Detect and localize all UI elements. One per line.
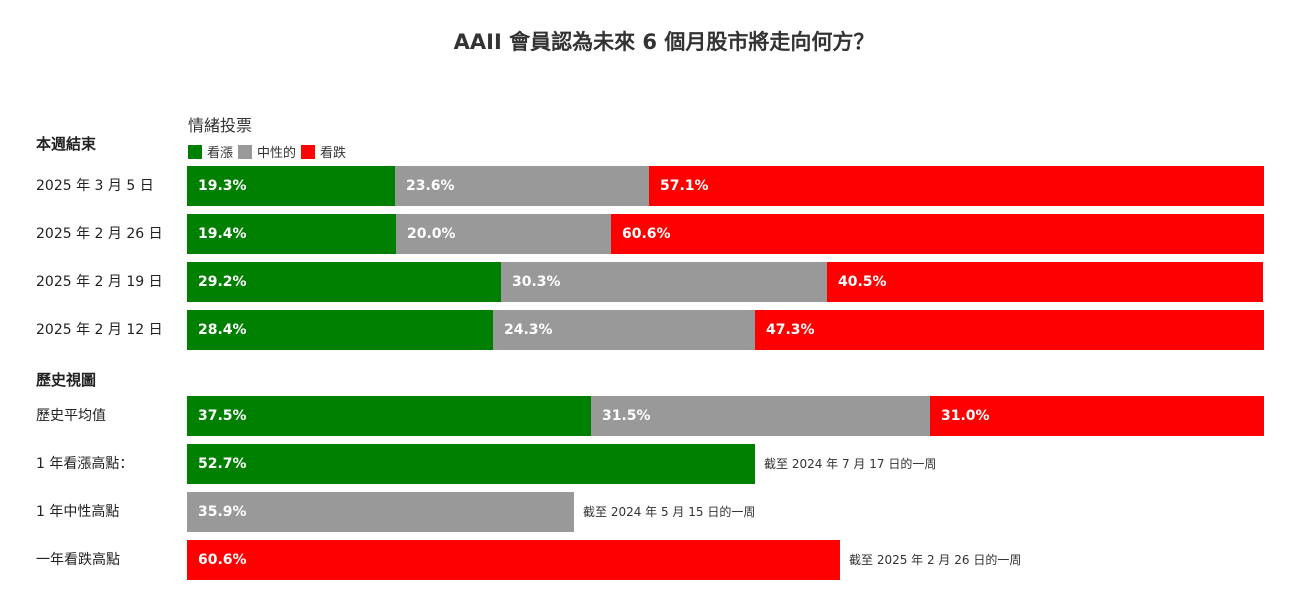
legend: 看漲 中性的 看跌	[188, 142, 351, 161]
row-label: 1 年看漲高點：	[36, 456, 134, 472]
bar-segment-bullish: 37.5%	[187, 396, 591, 436]
legend-swatch-bearish	[301, 144, 316, 159]
bar-row: 35.9%	[187, 492, 574, 532]
row-label: 2025 年 2 月 19 日	[36, 274, 163, 290]
legend-item-bullish: 看漲	[188, 142, 233, 161]
bar-segment-bearish: 47.3%	[755, 310, 1264, 350]
bar-segment-bearish: 31.0%	[930, 396, 1264, 436]
row-label: 歷史平均值	[36, 408, 106, 424]
bar-note: 截至 2024 年 5 月 15 日的一周	[583, 505, 756, 519]
legend-swatch-neutral	[238, 144, 253, 159]
legend-title: 情緒投票	[188, 116, 253, 135]
row-label: 一年看跌高點	[36, 552, 120, 568]
bar-row: 37.5% 31.5% 31.0%	[187, 396, 1264, 436]
bar-row: 19.4% 20.0% 60.6%	[187, 214, 1264, 254]
bar-segment-bullish: 52.7%	[187, 444, 755, 484]
legend-label-bearish: 看跌	[320, 146, 347, 161]
bar-row: 52.7%	[187, 444, 755, 484]
bar-row: 28.4% 24.3% 47.3%	[187, 310, 1264, 350]
legend-swatch-bullish	[188, 144, 202, 159]
bar-segment-bearish: 60.6%	[187, 540, 840, 580]
bar-segment-bullish: 29.2%	[187, 262, 501, 302]
bar-segment-bearish: 57.1%	[649, 166, 1264, 206]
row-label: 1 年中性高點	[36, 504, 120, 520]
bar-segment-bullish: 19.3%	[187, 166, 395, 206]
bar-segment-neutral: 23.6%	[395, 166, 649, 206]
section-heading-history: 歷史視圖	[36, 371, 97, 389]
section-heading-this-week: 本週結束	[36, 135, 97, 153]
row-label: 2025 年 3 月 5 日	[36, 178, 154, 194]
bar-note: 截至 2025 年 2 月 26 日的一周	[849, 553, 1022, 567]
legend-item-neutral: 中性的	[238, 142, 296, 161]
bar-segment-neutral: 31.5%	[591, 396, 930, 436]
legend-label-neutral: 中性的	[257, 146, 297, 161]
bar-segment-neutral: 30.3%	[501, 262, 827, 302]
bar-row: 29.2% 30.3% 40.5%	[187, 262, 1263, 302]
bar-row: 60.6%	[187, 540, 840, 580]
bar-row: 19.3% 23.6% 57.1%	[187, 166, 1264, 206]
bar-segment-neutral: 20.0%	[396, 214, 611, 254]
chart-title: AAII 會員認為未來 6 個月股市將走向何方？	[453, 30, 875, 54]
bar-segment-bullish: 19.4%	[187, 214, 396, 254]
row-label: 2025 年 2 月 12 日	[36, 322, 163, 338]
bar-segment-bullish: 28.4%	[187, 310, 493, 350]
bar-segment-neutral: 24.3%	[493, 310, 755, 350]
legend-label-bullish: 看漲	[207, 146, 234, 161]
bar-segment-neutral: 35.9%	[187, 492, 574, 532]
row-label: 2025 年 2 月 26 日	[36, 226, 163, 242]
legend-item-bearish: 看跌	[301, 142, 346, 161]
bar-segment-bearish: 40.5%	[827, 262, 1263, 302]
bar-segment-bearish: 60.6%	[611, 214, 1264, 254]
bar-note: 截至 2024 年 7 月 17 日的一周	[764, 457, 937, 471]
